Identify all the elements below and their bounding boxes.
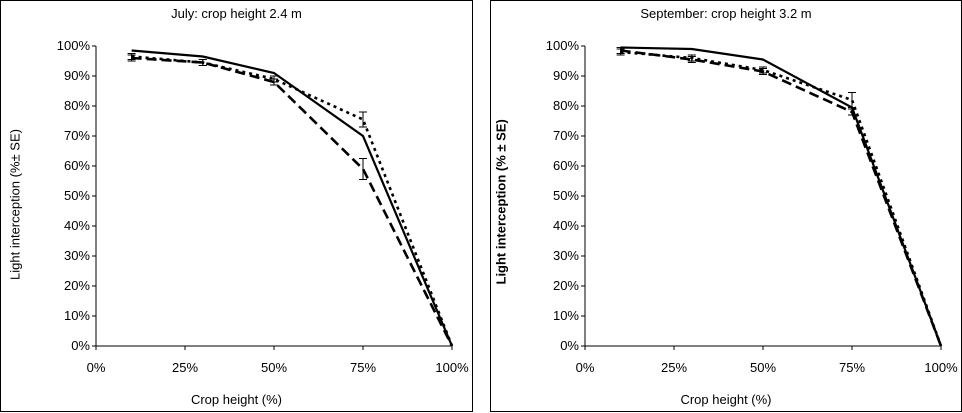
y-tick-label: 30% [553, 248, 579, 263]
y-tick-label: 70% [64, 128, 90, 143]
y-tick-label: 60% [553, 158, 579, 173]
chart-title: July: crop height 2.4 m [171, 6, 302, 21]
chart-panel-july: July: crop height 2.4 m Light intercepti… [0, 0, 473, 412]
series-line-dotted [620, 50, 943, 347]
y-tick-label: 20% [553, 278, 579, 293]
y-tick-label: 10% [553, 308, 579, 323]
x-tick-label: 100% [924, 360, 958, 375]
y-tick-label: 0% [71, 338, 90, 353]
x-tick-label: 75% [350, 360, 376, 375]
chart-title: September: crop height 3.2 m [640, 6, 812, 21]
x-tick-label: 0% [576, 360, 595, 375]
series-line-solid [620, 46, 943, 347]
y-tick-label: 20% [64, 278, 90, 293]
x-tick-label: 75% [839, 360, 865, 375]
x-tick-label: 50% [261, 360, 287, 375]
x-tick-label: 25% [661, 360, 687, 375]
x-tick-label: 100% [435, 360, 469, 375]
y-tick-label: 80% [64, 98, 90, 113]
chart-panel-september: September: crop height 3.2 m Light inter… [490, 0, 962, 412]
y-tick-label: 100% [57, 38, 91, 53]
y-tick-label: 70% [553, 128, 579, 143]
y-tick-label: 90% [64, 68, 90, 83]
series-line-dotted [131, 55, 454, 347]
chart-plot-september: 0% 10% 20% 30% 40% 50% 60% 70% 80% 90% 100% 0% 25% 50… [546, 38, 958, 375]
x-tick-label: 25% [172, 360, 198, 375]
y-tick-label: 40% [553, 218, 579, 233]
chart-plot-july: 0% 10% 20% 30% 40% 50% 60% 70% 80% 90% 100% 0% 25% 50… [57, 38, 469, 375]
y-tick-label: 100% [546, 38, 580, 53]
series-line-solid [131, 49, 454, 347]
y-tick-label: 30% [64, 248, 90, 263]
y-tick-label: 50% [553, 188, 579, 203]
y-tick-label: 50% [64, 188, 90, 203]
y-tick-label: 80% [553, 98, 579, 113]
y-tick-label: 10% [64, 308, 90, 323]
y-tick-label: 0% [560, 338, 579, 353]
y-tick-label: 60% [64, 158, 90, 173]
y-tick-label: 40% [64, 218, 90, 233]
series-line-dashed [620, 49, 943, 347]
x-axis-label: Crop height (%) [680, 392, 772, 407]
x-tick-label: 0% [87, 360, 106, 375]
series-line-dashed [131, 56, 454, 347]
x-axis-label: Crop height (%) [190, 392, 283, 407]
x-tick-label: 50% [750, 360, 776, 375]
y-tick-label: 90% [553, 68, 579, 83]
